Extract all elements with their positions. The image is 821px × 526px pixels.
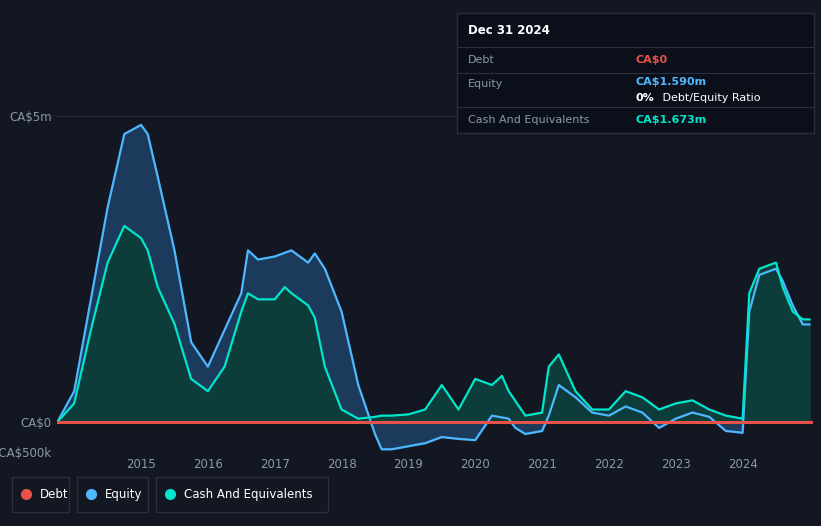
Text: Debt/Equity Ratio: Debt/Equity Ratio — [658, 93, 760, 103]
FancyBboxPatch shape — [12, 477, 69, 512]
FancyBboxPatch shape — [156, 477, 328, 512]
Text: CA$1.590m: CA$1.590m — [635, 76, 707, 86]
Text: Equity: Equity — [468, 79, 503, 89]
Text: Cash And Equivalents: Cash And Equivalents — [468, 115, 589, 125]
Text: Cash And Equivalents: Cash And Equivalents — [184, 488, 313, 501]
FancyBboxPatch shape — [77, 477, 148, 512]
Text: Debt: Debt — [468, 55, 495, 65]
Text: 0%: 0% — [635, 93, 654, 103]
Text: Equity: Equity — [105, 488, 142, 501]
Text: Debt: Debt — [40, 488, 69, 501]
Text: CA$1.673m: CA$1.673m — [635, 115, 707, 125]
Text: Dec 31 2024: Dec 31 2024 — [468, 24, 550, 37]
Text: CA$0: CA$0 — [635, 55, 667, 65]
